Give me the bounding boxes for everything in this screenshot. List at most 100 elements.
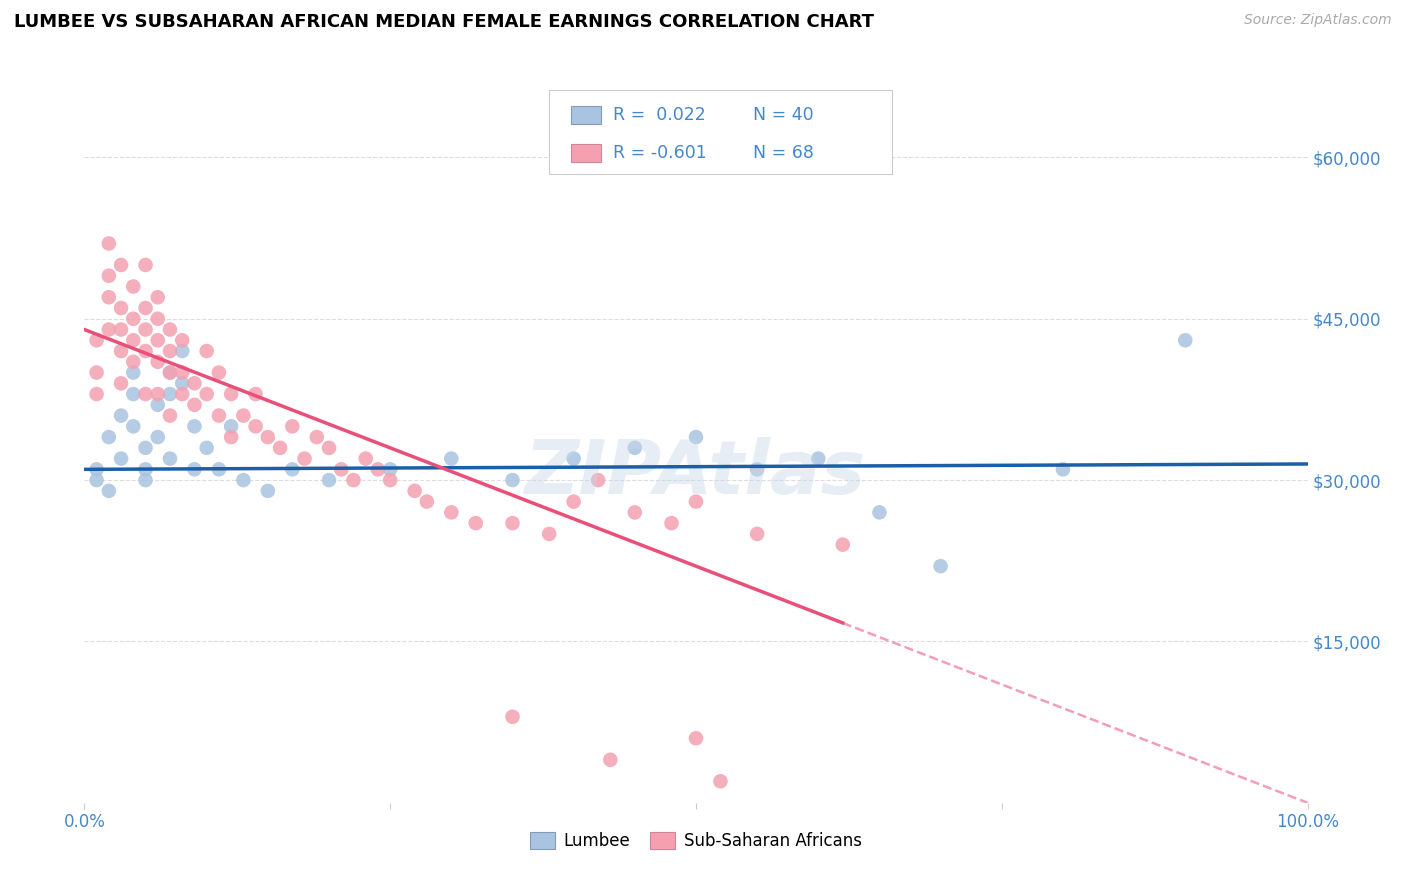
Point: [464, 516, 486, 530]
Point: [172, 333, 194, 347]
Point: [380, 473, 402, 487]
Point: [1174, 333, 1197, 347]
Point: [110, 409, 132, 423]
Point: [135, 441, 157, 455]
Point: [232, 409, 254, 423]
Point: [305, 430, 328, 444]
Point: [159, 344, 181, 359]
Legend: Lumbee, Sub-Saharan Africans: Lumbee, Sub-Saharan Africans: [523, 825, 869, 856]
Point: [685, 731, 707, 746]
Point: [122, 279, 145, 293]
Point: [135, 387, 157, 401]
Point: [281, 419, 304, 434]
Point: [135, 301, 157, 315]
Point: [122, 366, 145, 380]
Point: [342, 473, 364, 487]
Point: [110, 258, 132, 272]
Point: [562, 451, 585, 466]
Point: [747, 527, 769, 541]
Point: [502, 710, 524, 724]
Point: [159, 366, 181, 380]
Point: [330, 462, 353, 476]
Point: [380, 462, 402, 476]
Point: [110, 344, 132, 359]
Point: [159, 366, 181, 380]
Point: [318, 473, 340, 487]
Point: [354, 451, 377, 466]
Point: [146, 355, 169, 369]
Point: [122, 311, 145, 326]
Point: [538, 527, 561, 541]
Point: [135, 322, 157, 336]
Point: [245, 419, 267, 434]
Point: [110, 301, 132, 315]
Point: [440, 505, 463, 519]
Point: [208, 462, 231, 476]
Point: [172, 376, 194, 391]
Point: [110, 451, 132, 466]
Point: [367, 462, 389, 476]
Point: [807, 451, 830, 466]
Text: R = -0.601: R = -0.601: [613, 144, 707, 161]
Point: [97, 430, 120, 444]
Point: [97, 483, 120, 498]
Point: [257, 430, 280, 444]
Point: [685, 494, 707, 508]
Point: [269, 441, 291, 455]
Point: [159, 387, 181, 401]
Point: [110, 376, 132, 391]
Point: [183, 398, 205, 412]
Point: [208, 366, 231, 380]
Point: [135, 473, 157, 487]
Point: [404, 483, 426, 498]
FancyBboxPatch shape: [550, 90, 891, 174]
Text: N = 40: N = 40: [754, 106, 814, 124]
Point: [929, 559, 952, 574]
Point: [122, 355, 145, 369]
Point: [661, 516, 683, 530]
Point: [146, 290, 169, 304]
Point: [562, 494, 585, 508]
Point: [416, 494, 439, 508]
Point: [183, 376, 205, 391]
Point: [195, 387, 218, 401]
Point: [122, 333, 145, 347]
Point: [86, 333, 108, 347]
Point: [122, 419, 145, 434]
Point: [86, 473, 108, 487]
Text: R =  0.022: R = 0.022: [613, 106, 706, 124]
Point: [172, 387, 194, 401]
Point: [599, 753, 621, 767]
Text: ZIPAtlas: ZIPAtlas: [526, 437, 866, 510]
Point: [146, 333, 169, 347]
Point: [172, 344, 194, 359]
Point: [257, 483, 280, 498]
Point: [624, 505, 647, 519]
Point: [146, 430, 169, 444]
Point: [86, 462, 108, 476]
Point: [97, 290, 120, 304]
Text: LUMBEE VS SUBSAHARAN AFRICAN MEDIAN FEMALE EARNINGS CORRELATION CHART: LUMBEE VS SUBSAHARAN AFRICAN MEDIAN FEMA…: [14, 13, 875, 31]
Point: [318, 441, 340, 455]
Point: [122, 387, 145, 401]
Point: [195, 441, 218, 455]
Point: [219, 419, 242, 434]
Point: [110, 322, 132, 336]
Point: [86, 366, 108, 380]
Point: [208, 409, 231, 423]
Point: [440, 451, 463, 466]
Text: N = 68: N = 68: [754, 144, 814, 161]
Point: [502, 516, 524, 530]
Point: [159, 322, 181, 336]
Point: [183, 462, 205, 476]
Point: [159, 409, 181, 423]
Point: [232, 473, 254, 487]
Point: [294, 451, 316, 466]
Text: Source: ZipAtlas.com: Source: ZipAtlas.com: [1244, 13, 1392, 28]
Point: [97, 236, 120, 251]
Point: [195, 344, 218, 359]
Point: [709, 774, 731, 789]
Point: [135, 344, 157, 359]
Point: [831, 538, 853, 552]
Y-axis label: Median Female Earnings: Median Female Earnings: [0, 335, 8, 539]
